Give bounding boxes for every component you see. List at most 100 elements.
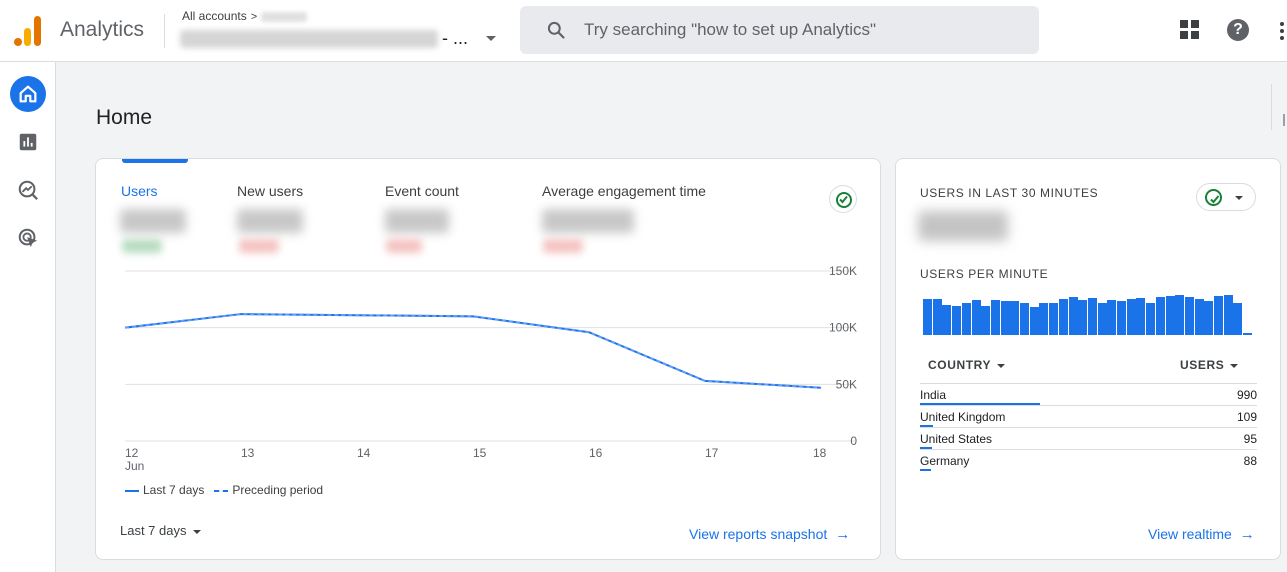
x-tick-label: 16 [589,446,603,460]
caret-down-icon [1230,363,1239,368]
per-minute-bar [923,299,932,335]
per-minute-bar [1204,301,1214,335]
analytics-logo-icon[interactable] [14,14,44,46]
breadcrumb-all-accounts[interactable]: All accounts [182,9,247,23]
apps-grid-icon[interactable] [1180,20,1200,40]
panel-divider [1271,84,1272,130]
nav-home[interactable] [10,76,46,112]
country-name: United Kingdom [920,410,1006,424]
country-header-label: COUNTRY [928,358,992,372]
per-minute-bar [1020,303,1029,335]
country-share-bar [920,469,931,471]
cursor-target-icon [18,228,38,248]
x-tick-label: 18 [813,446,827,460]
nav-explore[interactable] [10,172,46,208]
users-per-minute-bars [923,291,1253,335]
chevron-down-icon[interactable] [486,36,496,41]
country-share-bar [920,425,933,427]
metric-tab-engagement-time[interactable]: Average engagement time [542,183,706,199]
metric-tab-users[interactable]: Users [121,183,158,199]
metric-value-redacted [542,209,634,233]
metric-delta-redacted [386,239,422,253]
per-minute-bar [1184,297,1194,335]
x-tick-label: 17 [705,446,719,460]
per-minute-bar [952,306,962,335]
date-range-selector[interactable]: Last 7 days [120,523,201,538]
top-app-bar: Analytics All accounts> - ... ? [0,0,1287,62]
app-title[interactable]: Analytics [60,18,145,41]
metric-tab-event-count[interactable]: Event count [385,183,459,199]
table-row: United States 95 [920,427,1257,449]
search-input[interactable] [584,16,1014,44]
users-header-label: USERS [1180,358,1225,372]
country-name: India [920,388,947,402]
data-quality-check[interactable] [829,185,857,213]
country-users: 109 [1236,410,1257,424]
left-navigation [0,62,56,572]
users-column-header[interactable]: USERS [1180,358,1239,372]
x-tick-label: 12 [125,446,139,460]
per-minute-bar [1165,296,1175,335]
chart-legend: Last 7 days Preceding period [125,483,323,497]
active-tab-indicator [122,159,188,163]
country-name: Germany [920,454,970,468]
series-line-preceding-period [124,313,822,389]
per-minute-bar [942,305,952,335]
legend-last-7-days: Last 7 days [143,483,205,497]
country-users: 990 [1236,388,1257,402]
checkmark-icon [839,195,848,204]
metric-value-redacted [237,209,303,233]
home-icon [19,85,37,103]
x-tick-sublabel: Jun [125,459,144,473]
per-minute-bar [1223,295,1233,335]
users-line-chart: 150K 100K 50K 0 12 13 14 15 16 17 18 Jun [124,264,857,473]
y-tick-label: 0 [850,434,857,448]
per-minute-bar [1097,303,1107,335]
legend-preceding-period: Preceding period [232,483,324,497]
arrow-right-icon: → [835,526,851,543]
per-minute-bar [1233,303,1243,335]
nav-reports[interactable] [10,124,46,160]
metric-delta-redacted [239,239,279,253]
view-realtime-link[interactable]: View realtime → [1148,526,1255,543]
metric-delta-redacted [122,239,162,253]
metric-value-redacted [120,209,186,233]
per-minute-bar [1146,303,1156,335]
realtime-check-dropdown[interactable] [1196,183,1256,211]
breadcrumb[interactable]: All accounts > [182,9,308,23]
metric-tab-new-users[interactable]: New users [237,183,304,199]
per-minute-bar [1243,333,1253,335]
per-minute-bar [961,303,971,335]
metric-value-redacted [385,209,449,233]
country-name: United States [920,432,993,446]
per-minute-bar [1194,299,1204,335]
collapse-handle[interactable] [1283,114,1287,126]
per-minute-bar [1136,298,1146,335]
view-realtime-label: View realtime [1148,526,1232,542]
legend-swatch-dashed [214,489,229,492]
more-vert-icon[interactable] [1279,22,1285,40]
per-minute-bar [1107,300,1117,335]
account-name-redacted [261,11,308,22]
y-tick-label: 50K [836,377,857,391]
x-tick-label: 13 [241,446,255,460]
per-minute-bar [1214,296,1223,335]
country-users: 95 [1243,432,1257,446]
view-reports-snapshot-link[interactable]: View reports snapshot → [689,526,850,543]
search-icon [547,21,565,39]
per-minute-bar [971,300,981,335]
help-icon[interactable]: ? [1227,19,1249,41]
checkmark-icon [1210,195,1220,204]
explore-icon [18,180,38,200]
search-bar[interactable] [520,6,1039,54]
x-tick-label: 15 [473,446,487,460]
metric-delta-redacted [543,239,583,253]
per-minute-bar [1087,298,1097,335]
check-circle-icon [1205,189,1222,206]
caret-down-icon [1235,196,1243,200]
per-minute-bar [1068,297,1078,335]
nav-advertising[interactable] [10,220,46,256]
overview-card: Users New users Event count Average enga… [95,158,881,560]
country-column-header[interactable]: COUNTRY [928,358,1006,372]
header-divider [164,14,165,48]
